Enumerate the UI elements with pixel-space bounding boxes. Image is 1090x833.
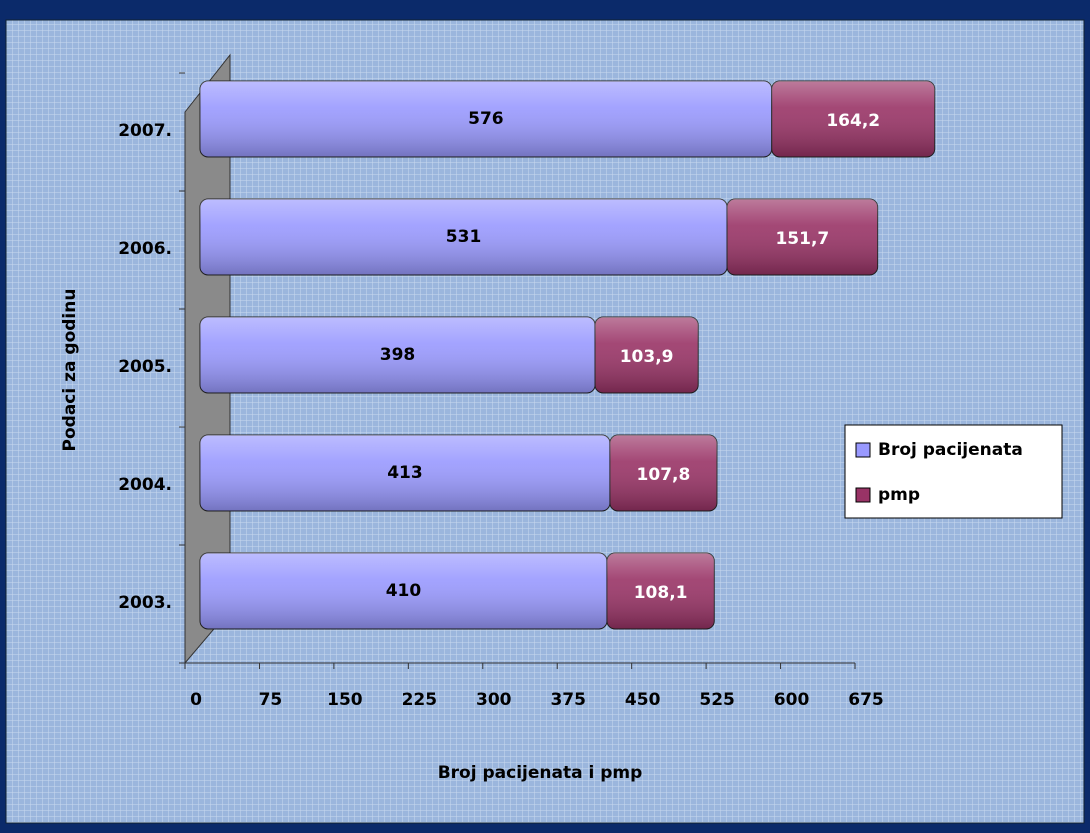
legend-label: Broj pacijenata <box>878 440 1023 460</box>
legend-label: pmp <box>878 485 920 505</box>
x-tick-label: 0 <box>190 690 202 710</box>
legend <box>844 424 1063 519</box>
legend-swatch <box>855 487 871 503</box>
x-tick-label: 75 <box>259 690 283 710</box>
value-label: 108,1 <box>634 583 688 603</box>
x-axis-title: Broj pacijenata i pmp <box>438 763 643 783</box>
value-label: 164,2 <box>826 111 880 131</box>
bar-shading <box>200 81 772 157</box>
legend-swatch <box>855 442 871 458</box>
value-label: 107,8 <box>637 465 691 485</box>
value-label: 576 <box>468 109 504 129</box>
y-axis-title: Podaci za godinu <box>60 289 80 452</box>
bar-shading <box>200 435 610 511</box>
bar-shading <box>609 435 717 511</box>
x-tick-label: 525 <box>699 690 735 710</box>
value-label: 410 <box>386 581 422 601</box>
bar-shading <box>727 199 878 275</box>
x-tick-label: 150 <box>327 690 363 710</box>
x-tick-label: 300 <box>476 690 512 710</box>
bar-shading <box>200 199 728 275</box>
value-label: 531 <box>446 227 482 247</box>
x-tick-label: 600 <box>774 690 810 710</box>
value-label: 413 <box>387 463 423 483</box>
bar-shading <box>771 81 935 157</box>
x-tick-label: 375 <box>550 690 586 710</box>
x-tick-label: 225 <box>402 690 438 710</box>
y-tick-label: 2003. <box>118 593 172 613</box>
bar-shading <box>200 317 596 393</box>
x-tick-label: 450 <box>625 690 661 710</box>
x-tick-label: 675 <box>848 690 884 710</box>
y-tick-label: 2007. <box>118 121 172 141</box>
bar-shading <box>595 317 699 393</box>
value-label: 398 <box>380 345 416 365</box>
bar-shading <box>606 553 715 629</box>
y-tick-label: 2006. <box>118 239 172 259</box>
y-tick-label: 2005. <box>118 357 172 377</box>
value-label: 151,7 <box>775 229 829 249</box>
value-label: 103,9 <box>620 347 674 367</box>
bar-shading <box>200 553 607 629</box>
y-tick-label: 2004. <box>118 475 172 495</box>
